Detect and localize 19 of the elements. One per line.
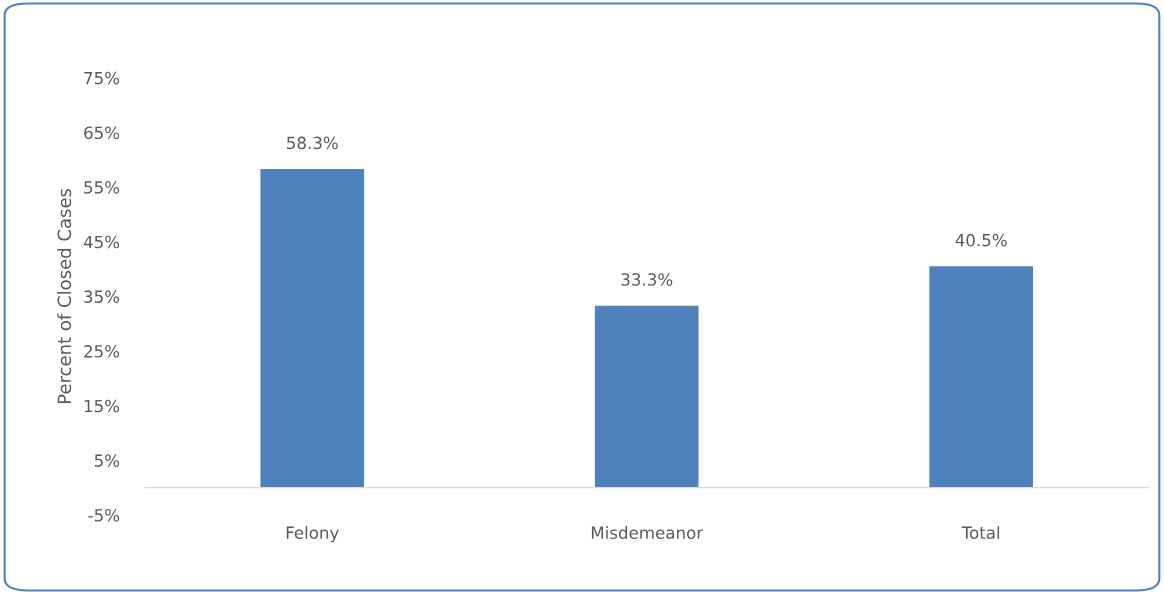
bar (260, 169, 365, 488)
x-tick-label: Total (961, 526, 1000, 540)
data-label: 40.5% (955, 233, 1007, 247)
y-tick-label: 55% (84, 181, 120, 194)
y-tick-label: 15% (84, 399, 120, 413)
y-tick-label: 5% (94, 454, 120, 467)
y-tick-label: 65% (84, 126, 120, 140)
y-axis-title: Percent of Closed Cases (57, 188, 72, 404)
y-tick-label: 25% (84, 345, 120, 358)
y-tick-label: -5% (88, 508, 120, 522)
y-tick-label: 35% (84, 290, 120, 303)
data-label: 33.3% (621, 273, 673, 286)
y-tick-label: 45% (83, 235, 120, 249)
x-tick-label: Misdemeanor (591, 526, 704, 540)
x-tick-label: Felony (286, 526, 339, 543)
bar (929, 266, 1034, 488)
data-label: 58.3% (287, 136, 338, 150)
y-tick-label: 75% (84, 71, 120, 85)
bar (594, 305, 699, 488)
